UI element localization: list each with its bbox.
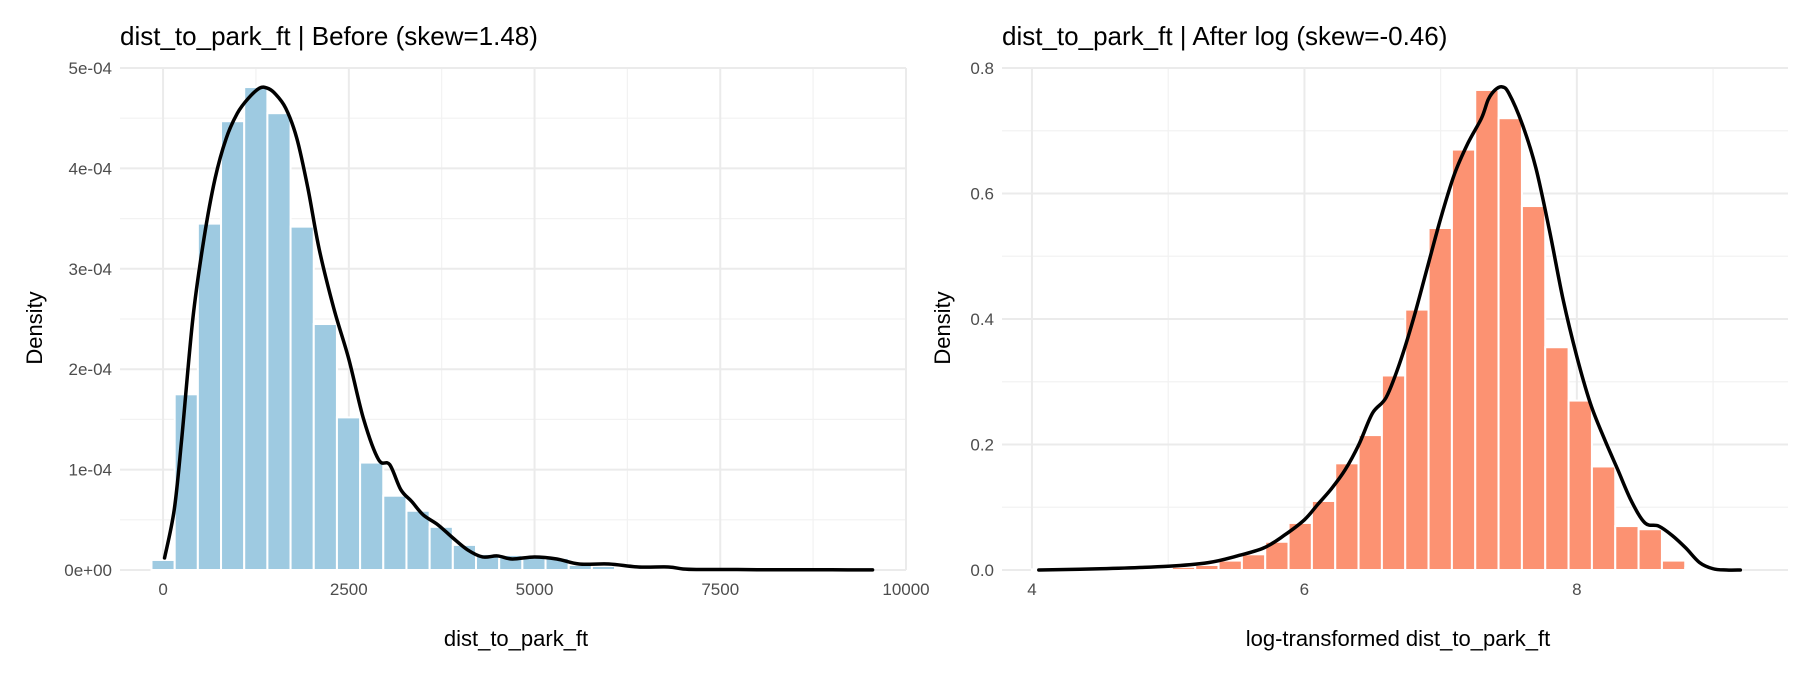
y-tick-label: 5e-04 (69, 59, 112, 78)
histogram-bar (590, 564, 617, 572)
histogram-bar (196, 222, 223, 571)
histogram-bar (1380, 374, 1407, 571)
x-tick-labels: 4 6 8 (1027, 580, 1581, 599)
histogram-bars (1030, 88, 1733, 572)
x-axis-label: dist_to_park_ft (444, 626, 588, 651)
x-tick-label: 2500 (330, 580, 368, 599)
chart-panel-after: dist_to_park_ft | After log (skew=-0.46)… (930, 21, 1788, 651)
chart-title: dist_to_park_ft | Before (skew=1.48) (120, 21, 538, 51)
histogram-bar (150, 558, 176, 572)
x-tick-label: 6 (1300, 580, 1309, 599)
x-tick-label: 8 (1572, 580, 1581, 599)
histogram-bar (312, 323, 338, 571)
histogram-bar (1567, 399, 1593, 572)
x-tick-label: 10000 (882, 580, 929, 599)
histogram-bar (1637, 528, 1663, 572)
histogram-bar (1217, 559, 1243, 572)
y-tick-label: 0.2 (970, 436, 994, 455)
chart-title: dist_to_park_ft | After log (skew=-0.46) (1002, 21, 1447, 51)
histogram-bar (1614, 525, 1640, 572)
histogram-bar (1450, 148, 1477, 571)
y-tick-label: 1e-04 (69, 461, 112, 480)
y-tick-label: 0.6 (970, 185, 994, 204)
chart-panel-before: dist_to_park_ft | Before (skew=1.48) 0e+… (22, 21, 930, 651)
histogram-bar (335, 416, 362, 571)
x-tick-label: 5000 (516, 580, 554, 599)
x-tick-label: 4 (1027, 580, 1036, 599)
histogram-bar (1474, 88, 1500, 572)
histogram-bar (1357, 434, 1383, 571)
histogram-bar (1497, 117, 1523, 571)
histogram-bar (1544, 346, 1570, 571)
histogram-bar (1520, 205, 1547, 572)
histogram-bar (1684, 567, 1710, 571)
histogram-bar (1660, 559, 1687, 572)
y-tick-labels: 0.0 0.2 0.4 0.6 0.8 (970, 59, 994, 580)
histogram-bar (266, 112, 292, 572)
density-curve (162, 85, 875, 572)
histogram-bar (289, 225, 315, 572)
x-tick-label: 0 (158, 580, 167, 599)
histogram-bar (243, 86, 269, 572)
histogram-bar (1240, 553, 1267, 571)
y-tick-label: 0.0 (970, 561, 994, 580)
histogram-bar (1310, 499, 1337, 572)
y-tick-label: 2e-04 (69, 360, 112, 379)
histogram-bar (1194, 563, 1220, 571)
histogram-bar (1590, 465, 1617, 571)
histogram-bar (359, 461, 385, 571)
histogram-bars (150, 86, 872, 572)
density-curve (1037, 84, 1743, 572)
y-tick-label: 0.8 (970, 59, 994, 78)
y-tick-label: 4e-04 (69, 159, 112, 178)
histogram-bar (405, 509, 431, 572)
histogram-bar (220, 120, 246, 571)
x-tick-labels: 0 2500 5000 7500 10000 (158, 580, 929, 599)
y-tick-label: 0e+00 (64, 561, 112, 580)
x-tick-label: 7500 (701, 580, 739, 599)
y-tick-labels: 0e+00 1e-04 2e-04 3e-04 4e-04 5e-04 (64, 59, 112, 580)
y-tick-label: 3e-04 (69, 260, 112, 279)
histogram-bar (1404, 308, 1430, 571)
histogram-bar (1427, 227, 1453, 571)
y-tick-label: 0.4 (970, 310, 994, 329)
histogram-bar (382, 494, 408, 572)
y-axis-label: Density (930, 291, 955, 364)
x-axis-label: log-transformed dist_to_park_ft (1246, 626, 1551, 651)
y-axis-label: Density (22, 291, 47, 364)
histogram-bar (637, 567, 663, 571)
